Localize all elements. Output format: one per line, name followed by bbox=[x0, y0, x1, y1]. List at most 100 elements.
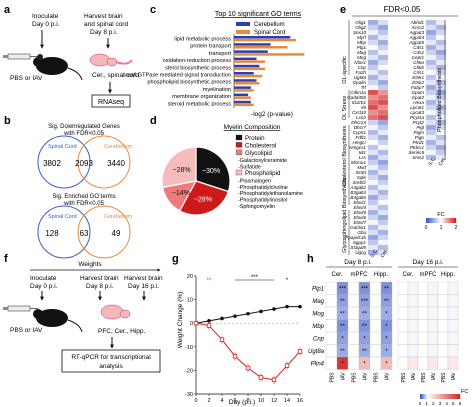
heatmap-cell bbox=[435, 59, 447, 66]
data-point bbox=[193, 320, 199, 326]
gene-label: Plp1 bbox=[312, 286, 324, 292]
heatmap-cell bbox=[367, 29, 379, 36]
heatmap-cell bbox=[369, 281, 382, 295]
color-legend: FC 0 1 2 3 4 5 6 bbox=[419, 389, 469, 406]
heatmap-cell bbox=[417, 319, 429, 333]
legend-tick: 2 bbox=[432, 401, 435, 406]
col-label: S.C. bbox=[370, 248, 380, 259]
panel-letter: c bbox=[150, 4, 156, 16]
bar bbox=[234, 96, 251, 99]
heatmap-cell bbox=[377, 149, 389, 156]
legend-gradient bbox=[422, 394, 424, 399]
gene-label: Lss bbox=[359, 155, 367, 160]
heatmap-cell bbox=[425, 119, 437, 126]
legend-gradient bbox=[445, 394, 447, 399]
brain-icon bbox=[100, 304, 131, 320]
pie-label: ~28% bbox=[194, 196, 212, 203]
heatmap-cell bbox=[377, 194, 389, 201]
venn-value: 2093 bbox=[75, 159, 93, 168]
gene-label: Ugcg bbox=[355, 250, 366, 255]
heatmap-cell bbox=[417, 356, 429, 370]
heatmap-cell bbox=[377, 44, 389, 51]
heatmap-cell bbox=[437, 281, 449, 295]
heatmap-cell bbox=[367, 179, 379, 186]
heatmap-cell bbox=[377, 134, 389, 141]
heatmap-cell bbox=[377, 139, 389, 146]
legend-gradient bbox=[455, 218, 457, 223]
heatmap-cell bbox=[435, 49, 447, 56]
y-tick-label: 10 bbox=[187, 298, 193, 304]
group-header: Day 16 p.i. bbox=[412, 259, 443, 266]
panel-letter: h bbox=[307, 253, 314, 265]
label: PFC, Cer., Hipp. bbox=[98, 328, 146, 335]
col-label: Cer. bbox=[380, 248, 390, 259]
heatmap-cell bbox=[407, 306, 419, 320]
legend-gradient bbox=[453, 218, 455, 223]
heatmap-cell bbox=[427, 319, 439, 333]
legend-gradient bbox=[442, 218, 444, 223]
venn-value: 63 bbox=[80, 229, 89, 238]
gene-label: Cyp51 bbox=[353, 130, 367, 135]
heatmap-cell bbox=[367, 214, 379, 221]
bar bbox=[234, 74, 263, 78]
gene-label: Gpat2 bbox=[411, 95, 424, 100]
gene-label: Agpat4 bbox=[408, 35, 424, 40]
bar bbox=[234, 53, 305, 56]
heatmap-cell bbox=[367, 59, 379, 66]
bar bbox=[234, 79, 257, 82]
category-label: protein transport bbox=[190, 44, 231, 50]
legend-gradient bbox=[445, 218, 447, 223]
data-point bbox=[233, 314, 237, 318]
heatmap-cell bbox=[427, 356, 439, 370]
gene-label: Gadd45b bbox=[347, 95, 366, 100]
heatmap-cell bbox=[367, 194, 379, 201]
heatmap-cell bbox=[377, 224, 389, 231]
significance-mark: ** bbox=[340, 349, 345, 355]
heatmap-cell bbox=[397, 331, 409, 345]
heatmap-cell bbox=[425, 64, 437, 71]
gene-label: Mbp bbox=[357, 40, 366, 45]
gene-label: Pigm bbox=[414, 130, 425, 135]
heatmap-cell bbox=[367, 204, 379, 211]
legend-gradient bbox=[425, 394, 427, 399]
heatmap-cell bbox=[377, 219, 389, 226]
heatmap-cell bbox=[380, 356, 393, 370]
heatmap-cell bbox=[377, 24, 389, 31]
heatmap-cell bbox=[377, 199, 389, 206]
heatmap-cell bbox=[407, 331, 419, 345]
heatmap-cell bbox=[377, 204, 389, 211]
legend-gradient bbox=[459, 394, 461, 399]
heatmap-cell bbox=[377, 239, 389, 246]
bar bbox=[234, 60, 265, 63]
legend-gradient bbox=[435, 218, 437, 223]
category-label: oxidation-reduction process bbox=[163, 58, 232, 64]
gene-label: Acss2 bbox=[410, 25, 424, 30]
panel-letter: f bbox=[4, 253, 8, 265]
heatmap-cell bbox=[427, 331, 439, 345]
significance-mark: * bbox=[385, 324, 388, 330]
gene-label: Cdkn1a bbox=[350, 90, 366, 95]
legend-tick: 1 bbox=[440, 225, 443, 231]
heatmap-cell bbox=[367, 234, 379, 241]
significance-mark: ** bbox=[384, 299, 389, 305]
gene-label: Gba bbox=[357, 230, 366, 235]
gene-label: Etnk2 bbox=[412, 80, 424, 85]
heatmap-cell bbox=[425, 44, 437, 51]
label: Weights bbox=[78, 261, 102, 268]
heatmap-cell bbox=[377, 99, 389, 106]
legend-gradient bbox=[458, 394, 460, 399]
venn-label: Cerebellum bbox=[104, 214, 133, 220]
gene-label: Ugt8a bbox=[354, 75, 367, 80]
pie-label: ~30% bbox=[202, 168, 220, 175]
heatmap-cell bbox=[425, 144, 437, 151]
heatmap-cell bbox=[377, 84, 389, 91]
x-tick-label: 10 bbox=[258, 398, 264, 404]
legend-gradient bbox=[426, 394, 428, 399]
heatmap-cell bbox=[425, 149, 437, 156]
heatmap-cell bbox=[377, 119, 389, 126]
heatmap-cell bbox=[425, 19, 437, 26]
panel-letter: a bbox=[4, 4, 11, 16]
legend-gradient bbox=[420, 394, 422, 399]
col-label: IAV bbox=[363, 372, 369, 380]
